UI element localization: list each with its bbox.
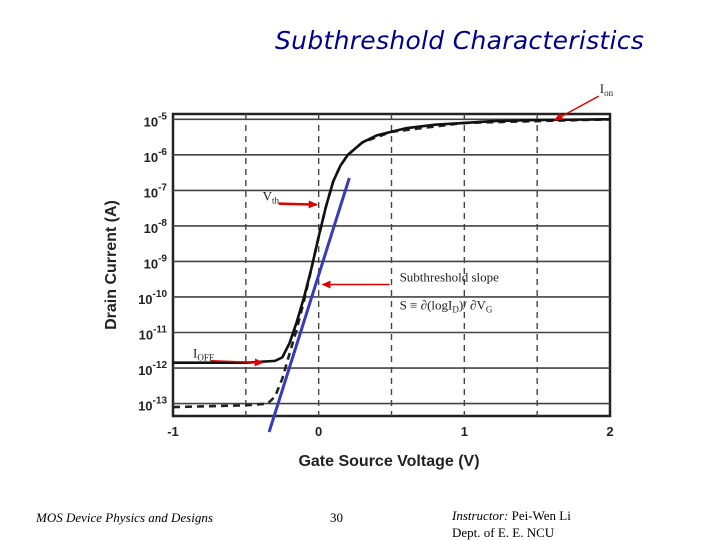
y-axis-label: Drain Current (A) [103, 200, 120, 330]
y-tick-label: 10-5 [144, 111, 168, 129]
y-tick-label: 10-10 [138, 289, 167, 307]
y-tick-label: 10-7 [144, 182, 168, 200]
ioff-label: IOFF [193, 346, 214, 363]
y-tick-labels: 10-5 10-6 10-7 10-8 10-9 10-10 10-11 10-12 10-13 [138, 111, 167, 413]
x-tick-label: 2 [606, 424, 613, 439]
y-tick-label: 10-12 [138, 360, 167, 378]
ion-label: Ion [600, 81, 614, 98]
y-tick-label: 10-6 [144, 147, 168, 165]
subthreshold-slope-fit-line [267, 177, 351, 433]
y-tick-label: 10-13 [138, 396, 167, 414]
ioff-arrow [210, 358, 264, 367]
slide-title: Subthreshold Characteristics [275, 26, 645, 55]
footer-course: MOS Device Physics and Designs [36, 510, 213, 525]
y-tick-label: 10-8 [144, 218, 168, 236]
slope-label-line2: S ≡ ∂(logID)/ ∂VG [400, 298, 493, 315]
x-tick-label: 0 [315, 424, 322, 439]
y-tick-label: 10-9 [144, 253, 168, 271]
x-tick-label: 1 [461, 424, 468, 439]
slope-label-line1: Subthreshold slope [400, 270, 500, 285]
x-tick-label: -1 [167, 424, 179, 439]
x-axis-label: Gate Source Voltage (V) [298, 453, 479, 470]
series-solid [173, 118, 611, 364]
y-tick-label: 10-11 [139, 325, 168, 343]
ion-arrow [553, 95, 600, 121]
page-number: 30 [330, 510, 343, 525]
footer-instructor: Instructor: Pei-Wen Li Dept. of E. E. NC… [452, 508, 571, 540]
x-tick-labels: -1 0 1 2 [167, 424, 613, 439]
vth-arrow [278, 200, 318, 209]
grid [173, 114, 610, 416]
vth-label: Vth [263, 189, 280, 206]
